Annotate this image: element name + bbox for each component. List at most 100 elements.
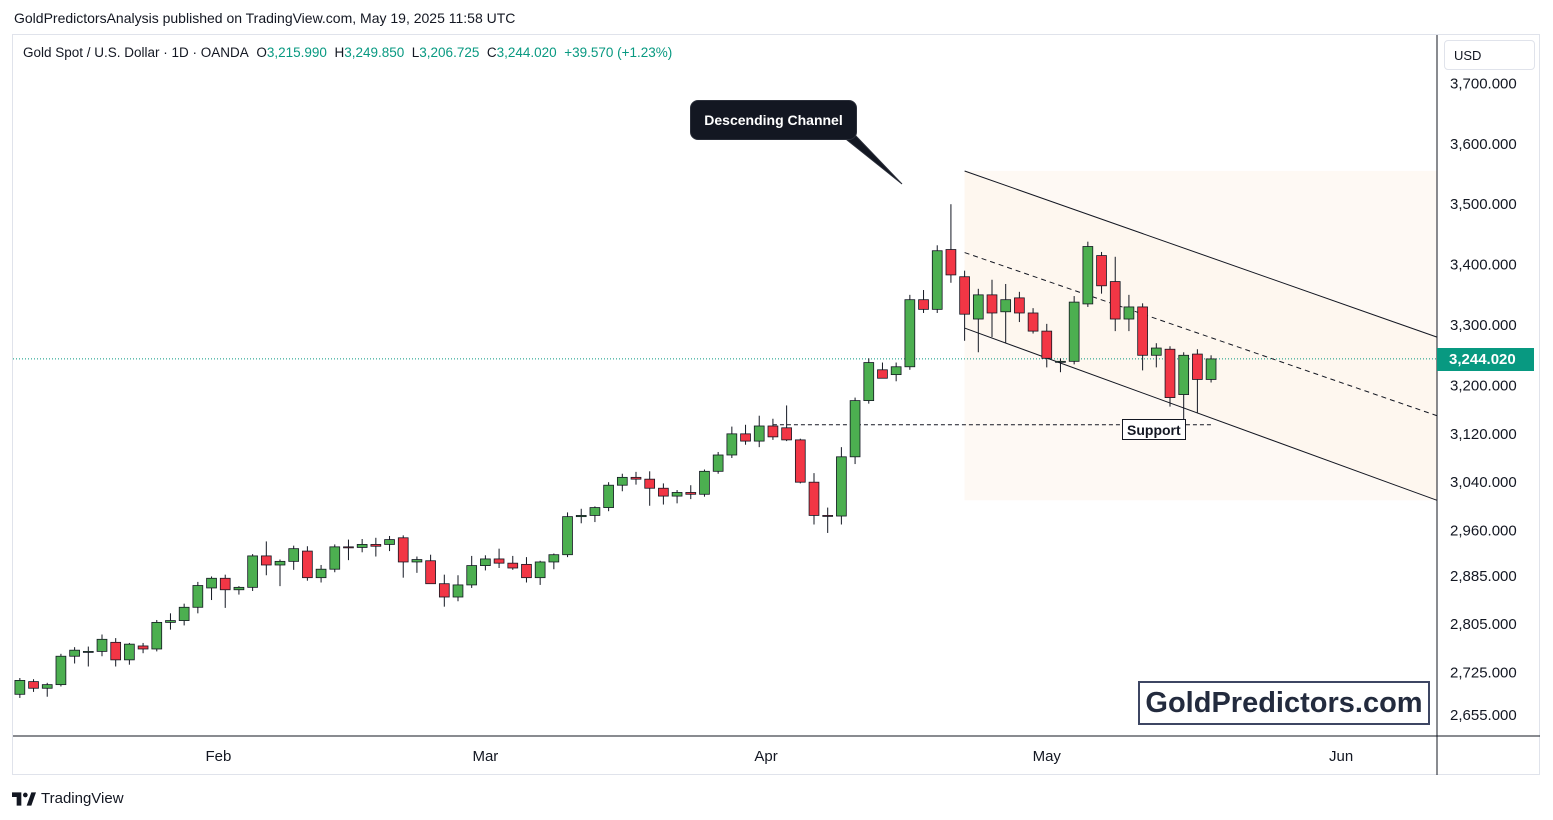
bearish-candle	[808, 473, 820, 525]
bullish-candle	[192, 581, 204, 614]
candle-body	[466, 565, 478, 586]
close-value: 3,244.020	[496, 45, 557, 60]
candle-body	[972, 294, 984, 320]
candle-body	[288, 548, 300, 562]
bearish-candle	[1109, 256, 1121, 332]
tradingview-footer[interactable]: TradingView	[12, 790, 124, 807]
high-label: H	[334, 45, 345, 60]
bullish-candle	[849, 397, 861, 465]
bearish-candle	[343, 539, 354, 561]
candle-body	[603, 484, 614, 508]
bullish-candle	[288, 545, 300, 570]
candle-body	[411, 559, 423, 563]
candle-body	[1150, 347, 1162, 356]
bullish-candle	[452, 575, 464, 602]
change-value: +39.570 (+1.23%)	[564, 45, 673, 60]
bearish-candle	[28, 679, 39, 692]
candle-body	[493, 558, 505, 564]
bullish-candle	[712, 451, 724, 474]
channel-middle-line	[964, 252, 1438, 417]
y-tick-label: 2,885.000	[1450, 568, 1517, 585]
bullish-candle	[753, 415, 765, 448]
descending-channel-callout[interactable]: Descending Channel	[690, 100, 857, 140]
candle-body	[1068, 301, 1080, 362]
candle-body	[877, 369, 888, 379]
candle-body	[329, 546, 341, 570]
bullish-candle	[165, 613, 176, 630]
y-tick-label: 2,805.000	[1450, 616, 1517, 633]
close-label: C	[486, 45, 497, 60]
candle-body	[192, 585, 204, 608]
bullish-candle	[96, 634, 108, 657]
bearish-candle	[110, 638, 122, 667]
bullish-candle	[14, 677, 26, 698]
bullish-candle	[603, 482, 614, 512]
candle-body	[836, 456, 847, 517]
candle-body	[794, 439, 806, 483]
candle-body	[931, 250, 943, 310]
y-tick-label: 3,300.000	[1450, 317, 1517, 334]
bearish-candle	[507, 555, 519, 570]
candle-body	[1205, 358, 1217, 380]
bullish-candle	[247, 554, 258, 591]
candle-body	[685, 492, 697, 495]
bullish-candle	[151, 619, 163, 652]
bearish-candle	[1164, 346, 1176, 407]
y-tick-label: 3,700.000	[1450, 75, 1517, 92]
y-tick-label: 3,120.000	[1450, 426, 1517, 443]
candle-body	[1109, 281, 1121, 320]
y-tick-label: 3,500.000	[1450, 196, 1517, 213]
bearish-candle	[1192, 349, 1203, 413]
candle-body	[753, 425, 765, 442]
chart-frame	[12, 34, 1540, 775]
candle-body	[69, 649, 80, 657]
open-label: O	[256, 45, 267, 60]
support-label[interactable]: Support	[1122, 418, 1186, 440]
bearish-candle	[493, 548, 505, 569]
x-tick-label: Apr	[754, 748, 777, 765]
candle-body	[740, 433, 751, 442]
channel-upper-line	[964, 170, 1438, 338]
bullish-candle	[480, 555, 491, 571]
candle-body	[589, 507, 601, 516]
bullish-candle	[1178, 352, 1190, 428]
candle-body	[726, 433, 738, 456]
bullish-candle	[575, 508, 587, 524]
candle-body	[904, 299, 916, 368]
bullish-candle	[329, 544, 341, 573]
candle-body	[507, 562, 519, 569]
watermark-box: GoldPredictors.com	[1138, 681, 1430, 725]
bullish-candle	[206, 576, 217, 601]
bearish-candle	[1041, 323, 1053, 368]
candle-body	[356, 544, 368, 548]
symbol-label: Gold Spot / U.S. Dollar · 1D · OANDA	[23, 45, 249, 60]
candle-body	[55, 655, 67, 686]
candle-body	[562, 516, 573, 556]
bullish-candle	[315, 564, 327, 583]
bullish-candle	[411, 556, 423, 573]
candle-body	[206, 577, 217, 589]
candle-body	[890, 366, 902, 376]
currency-button[interactable]: USD	[1444, 40, 1535, 70]
open-value: 3,215.990	[266, 45, 327, 60]
bullish-candle	[671, 490, 683, 504]
tradingview-logo-icon	[12, 791, 36, 806]
candle-body	[548, 554, 560, 563]
bearish-candle	[945, 204, 957, 283]
candle-body	[1027, 312, 1039, 332]
candle-body	[918, 299, 929, 310]
candle-body	[28, 681, 39, 689]
bullish-candle	[616, 473, 628, 492]
candle-body	[712, 454, 724, 472]
bullish-candle	[534, 560, 546, 585]
low-label: L	[411, 45, 420, 60]
candle-body	[370, 544, 382, 547]
candle-body	[165, 620, 176, 623]
y-tick-label: 3,600.000	[1450, 136, 1517, 153]
candle-body	[986, 294, 998, 314]
y-tick-label: 3,200.000	[1450, 378, 1517, 395]
bearish-candle	[1137, 303, 1148, 371]
candle-body	[302, 550, 313, 579]
tradingview-label: TradingView	[41, 790, 124, 807]
